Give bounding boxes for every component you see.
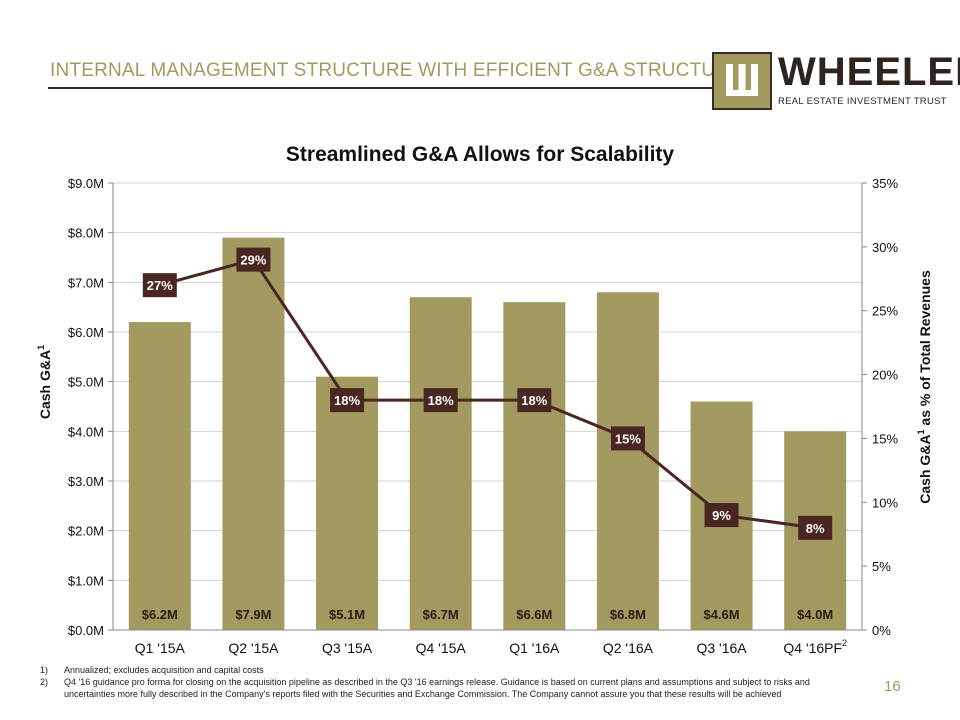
y2-tick-label: 20% bbox=[872, 368, 898, 383]
bar bbox=[409, 297, 472, 630]
y2-tick-label: 30% bbox=[872, 240, 898, 255]
bar bbox=[316, 376, 379, 630]
bar-value-label: $7.9M bbox=[235, 607, 271, 622]
pct-data-label: 27% bbox=[147, 278, 173, 293]
x-tick-label: Q1 '16A bbox=[509, 640, 560, 656]
y-tick-label: $0.0M bbox=[68, 623, 104, 638]
pct-data-label: 29% bbox=[240, 253, 266, 268]
pct-data-label: 18% bbox=[521, 393, 547, 408]
pct-line bbox=[159, 257, 816, 530]
pct-label-box bbox=[704, 503, 739, 528]
y-tick-label: $8.0M bbox=[68, 226, 104, 241]
logo-mark-icon bbox=[712, 52, 772, 110]
page-title: INTERNAL MANAGEMENT STRUCTURE WITH EFFIC… bbox=[50, 60, 743, 81]
y2-axis-label: Cash G&A1 as % of Total Revenues bbox=[916, 270, 933, 504]
y2-tick-label: 35% bbox=[872, 176, 898, 191]
y-tick-label: $5.0M bbox=[68, 375, 104, 390]
pct-data-label: 18% bbox=[334, 393, 360, 408]
y2-tick-label: 5% bbox=[872, 559, 891, 574]
pct-label-box bbox=[423, 388, 458, 413]
bar bbox=[128, 322, 191, 630]
bar-value-label: $4.0M bbox=[797, 607, 833, 622]
y2-tick-label: 10% bbox=[872, 495, 898, 510]
bar-value-label: $6.8M bbox=[610, 607, 646, 622]
y-tick-label: $7.0M bbox=[68, 275, 104, 290]
footnote: 2) Q4 '16 guidance pro forma for closing… bbox=[40, 676, 860, 700]
title-rule bbox=[48, 87, 713, 89]
footnote-number: 2) bbox=[40, 677, 49, 687]
bar bbox=[596, 292, 659, 630]
footnote: 1) Annualized; excludes acquisition and … bbox=[40, 664, 860, 676]
pct-label-box bbox=[236, 247, 271, 272]
bar-value-label: $5.1M bbox=[329, 607, 365, 622]
footnotes: 1) Annualized; excludes acquisition and … bbox=[40, 664, 860, 700]
y-axis-label: Cash G&A1 bbox=[36, 345, 53, 419]
page-number: 16 bbox=[884, 678, 901, 695]
logo-subtitle: REAL ESTATE INVESTMENT TRUST bbox=[778, 96, 947, 107]
pct-label-box bbox=[330, 388, 365, 413]
x-tick-label: Q3 '15A bbox=[322, 640, 373, 656]
footnote-number: 1) bbox=[40, 665, 49, 675]
bar-value-label: $6.2M bbox=[142, 607, 178, 622]
bar bbox=[222, 237, 285, 630]
x-tick-label: Q1 '15A bbox=[135, 640, 186, 656]
y-tick-label: $3.0M bbox=[68, 474, 104, 489]
chart-title: Streamlined G&A Allows for Scalability bbox=[286, 143, 675, 166]
x-tick-label: Q4 '15A bbox=[416, 640, 467, 656]
bar-value-label: $4.6M bbox=[703, 607, 739, 622]
pct-label-box bbox=[142, 273, 177, 298]
footnote-text: Q4 '16 guidance pro forma for closing on… bbox=[64, 677, 810, 699]
pct-label-box bbox=[517, 388, 552, 413]
pct-label-box bbox=[610, 426, 645, 451]
y-tick-label: $2.0M bbox=[68, 524, 104, 539]
footnote-text: Annualized; excludes acquisition and cap… bbox=[64, 665, 264, 675]
bar-value-label: $6.7M bbox=[423, 607, 459, 622]
y-tick-label: $4.0M bbox=[68, 424, 104, 439]
bar bbox=[503, 302, 566, 630]
x-tick-label: Q2 '15A bbox=[228, 640, 279, 656]
y-tick-label: $1.0M bbox=[68, 573, 104, 588]
bar-value-label: $6.6M bbox=[516, 607, 552, 622]
pct-data-label: 8% bbox=[806, 521, 825, 536]
y2-tick-label: 0% bbox=[872, 623, 891, 638]
y2-tick-label: 15% bbox=[872, 431, 898, 446]
y2-tick-label: 25% bbox=[872, 304, 898, 319]
pct-data-label: 18% bbox=[428, 393, 454, 408]
pct-label-box bbox=[798, 515, 833, 540]
pct-data-label: 15% bbox=[615, 431, 641, 446]
x-tick-label: Q4 '16PF2 bbox=[783, 638, 847, 656]
y-tick-label: $9.0M bbox=[68, 176, 104, 191]
x-tick-label: Q2 '16A bbox=[603, 640, 654, 656]
x-tick-label: Q3 '16A bbox=[696, 640, 747, 656]
ga-chart: Streamlined G&A Allows for Scalability $… bbox=[36, 143, 933, 656]
y-tick-label: $6.0M bbox=[68, 325, 104, 340]
pct-data-label: 9% bbox=[712, 508, 731, 523]
